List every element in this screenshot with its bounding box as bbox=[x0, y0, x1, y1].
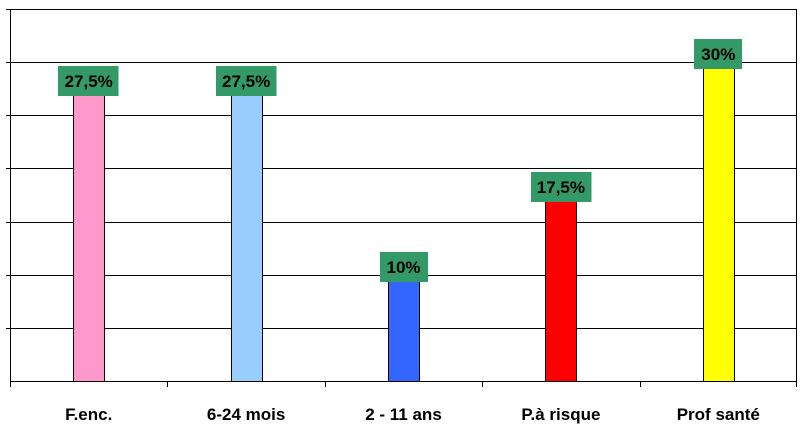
value-label: 30% bbox=[701, 45, 735, 64]
value-label-bg bbox=[694, 39, 742, 69]
value-label-bg bbox=[380, 252, 428, 282]
axes bbox=[6, 9, 797, 387]
bar bbox=[231, 89, 263, 382]
bar bbox=[73, 89, 105, 382]
value-label: 27,5% bbox=[65, 72, 113, 91]
value-label: 27,5% bbox=[222, 72, 270, 91]
bar bbox=[545, 195, 577, 382]
bar bbox=[703, 62, 735, 382]
category-label: Prof santé bbox=[677, 405, 760, 424]
value-label: 17,5% bbox=[537, 178, 585, 197]
value-label: 10% bbox=[386, 258, 420, 277]
value-label-bg bbox=[58, 66, 119, 96]
category-labels: F.enc. 6-24 mois 2 - 11 ans P.à risque Prof … bbox=[65, 405, 760, 424]
bar bbox=[388, 275, 420, 382]
category-label: 6-24 mois bbox=[207, 405, 285, 424]
category-label: 2 - 11 ans bbox=[365, 405, 442, 424]
bars bbox=[73, 62, 735, 382]
category-label: P.à risque bbox=[521, 405, 600, 424]
value-labels: 27,5% 27,5% 10% 17,5% 30% bbox=[58, 39, 742, 282]
category-label: F.enc. bbox=[65, 405, 112, 424]
value-label-bg bbox=[531, 172, 592, 202]
value-label-bg bbox=[216, 66, 277, 96]
